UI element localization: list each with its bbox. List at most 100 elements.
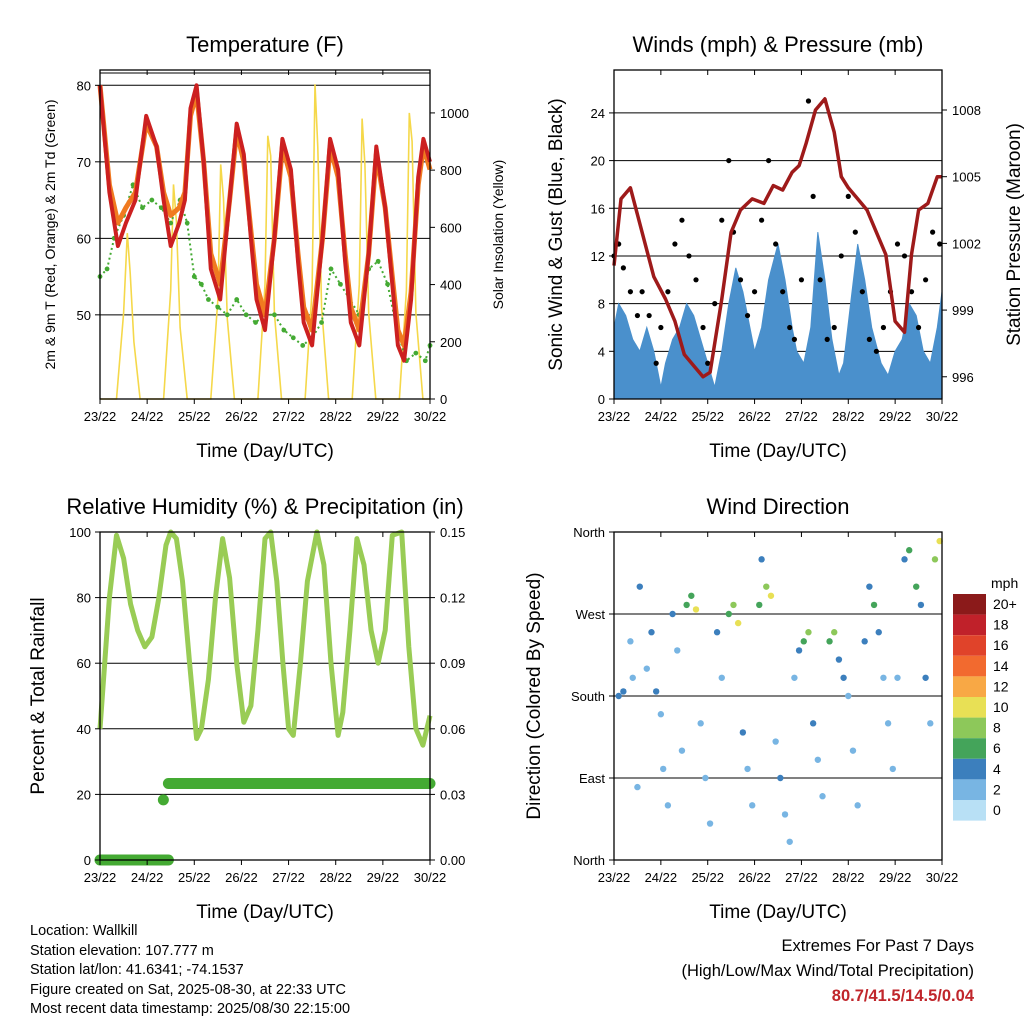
direction-point xyxy=(772,738,779,745)
gust-point xyxy=(880,324,887,331)
station-latlon: Station lat/lon: 41.6341; -74.1537 xyxy=(30,962,244,978)
x-tick-label: 26/22 xyxy=(738,870,771,885)
direction-point xyxy=(652,688,660,695)
y-tick-label-right: 0.15 xyxy=(440,525,465,540)
dewpoint-point xyxy=(290,335,296,341)
x-axis-label: Time (Day/UTC) xyxy=(196,441,334,462)
gust-point xyxy=(908,289,915,295)
winds-pressure-panel: Winds (mph) & Pressure (mb) 23/22 24/22 25/… xyxy=(546,32,1024,462)
extremes-subheading: (High/Low/Max Wind/Total Precipitation) xyxy=(681,962,974,980)
legend-swatch xyxy=(953,635,986,656)
direction-point xyxy=(814,756,822,763)
dewpoint-point xyxy=(158,205,164,211)
x-tick-label: 28/22 xyxy=(832,409,865,424)
direction-point xyxy=(634,783,641,791)
y-tick-label-right: 0.12 xyxy=(440,591,465,606)
y-axis-label: Percent & Total Rainfall xyxy=(28,597,49,794)
x-tick-label: 28/22 xyxy=(319,870,352,885)
direction-point xyxy=(927,720,934,727)
dewpoint-point xyxy=(385,281,390,287)
direction-point xyxy=(767,592,775,599)
extremes-values: 80.7/41.5/14.5/0.04 xyxy=(831,987,974,1005)
direction-point xyxy=(664,802,672,809)
x-tick-label: 26/22 xyxy=(225,409,258,424)
direction-point xyxy=(866,583,873,590)
gust-point xyxy=(901,253,908,259)
legend-swatch xyxy=(953,655,986,677)
legend-label: 2 xyxy=(993,781,1001,797)
y-tick-label: 60 xyxy=(77,656,91,671)
direction-point xyxy=(819,793,826,800)
y-tick-label: 20 xyxy=(591,154,605,169)
legend-label: 8 xyxy=(993,720,1001,736)
direction-point xyxy=(629,674,636,681)
legend-swatch xyxy=(953,758,986,780)
x-tick-label: 27/22 xyxy=(272,409,305,424)
legend-label: 14 xyxy=(993,658,1009,674)
gust-point xyxy=(831,324,837,331)
chart-title: Relative Humidity (%) & Precipitation (i… xyxy=(66,494,463,519)
y-tick-label-right: 0.06 xyxy=(440,722,465,737)
x-tick-label: 24/22 xyxy=(131,409,164,424)
direction-point xyxy=(683,601,690,609)
dewpoint-point xyxy=(243,312,249,318)
direction-point xyxy=(781,811,789,818)
direction-point xyxy=(669,610,676,618)
direction-point xyxy=(805,629,812,636)
direction-point xyxy=(763,583,770,590)
x-tick-label: 25/22 xyxy=(691,409,724,424)
latest-timestamp: Most recent data timestamp: 2025/08/30 2… xyxy=(30,1001,351,1017)
direction-point xyxy=(809,720,817,727)
x-tick-label: 27/22 xyxy=(785,409,818,424)
direction-point xyxy=(777,774,784,782)
x-tick-label: 27/22 xyxy=(272,870,305,885)
gust-point xyxy=(719,217,725,223)
gust-point xyxy=(930,229,936,235)
y-axis-label-right: Solar Insolation (Yellow) xyxy=(490,160,506,310)
dewpoint-point xyxy=(149,197,155,203)
gust-point xyxy=(700,324,706,331)
y-tick-label-right: 600 xyxy=(440,220,462,235)
gust-point xyxy=(620,265,626,271)
y-tick-label-right: 400 xyxy=(440,278,462,293)
dewpoint-point xyxy=(272,312,277,318)
x-tick-label: 28/22 xyxy=(319,409,352,424)
direction-point xyxy=(840,674,847,681)
dewpoint-point xyxy=(328,266,334,272)
chart-title: Temperature (F) xyxy=(186,32,344,57)
plot-border xyxy=(613,69,943,400)
direction-point xyxy=(880,674,887,681)
gust-point xyxy=(766,157,772,164)
dewpoint-point xyxy=(253,320,258,325)
gust-point xyxy=(646,312,652,319)
gust-point xyxy=(845,193,851,199)
gust-point xyxy=(923,277,929,283)
y-tick-label-right: 1008 xyxy=(952,103,981,118)
gust-point xyxy=(672,241,678,247)
y-tick-label: North xyxy=(573,525,605,540)
y-tick-label-right: 1005 xyxy=(952,170,981,185)
dewpoint-point xyxy=(375,258,381,264)
temp-2m-line xyxy=(98,83,432,363)
gust-point xyxy=(866,336,872,342)
direction-point xyxy=(627,638,634,645)
gust-point xyxy=(894,241,901,247)
dewpoint-point xyxy=(224,312,230,318)
legend-swatch xyxy=(953,738,986,759)
temperature-panel: Temperature (F) 23/22 24/22 25/22 26/22 27/22… xyxy=(42,32,506,462)
dewpoint-point xyxy=(104,266,110,272)
y-tick-label: 80 xyxy=(77,591,91,606)
y-tick-label: South xyxy=(571,689,605,704)
gust-point xyxy=(873,348,880,354)
pressure-line xyxy=(612,97,942,379)
gust-point xyxy=(859,289,865,295)
direction-point xyxy=(791,674,798,681)
plot-border xyxy=(99,69,431,400)
gust-point xyxy=(686,253,692,259)
x-tick-label: 23/22 xyxy=(598,870,631,885)
direction-point xyxy=(648,629,655,636)
gust-point xyxy=(627,289,634,295)
legend-label: 12 xyxy=(993,678,1009,694)
direction-point xyxy=(894,674,901,681)
gust-point xyxy=(634,312,641,319)
